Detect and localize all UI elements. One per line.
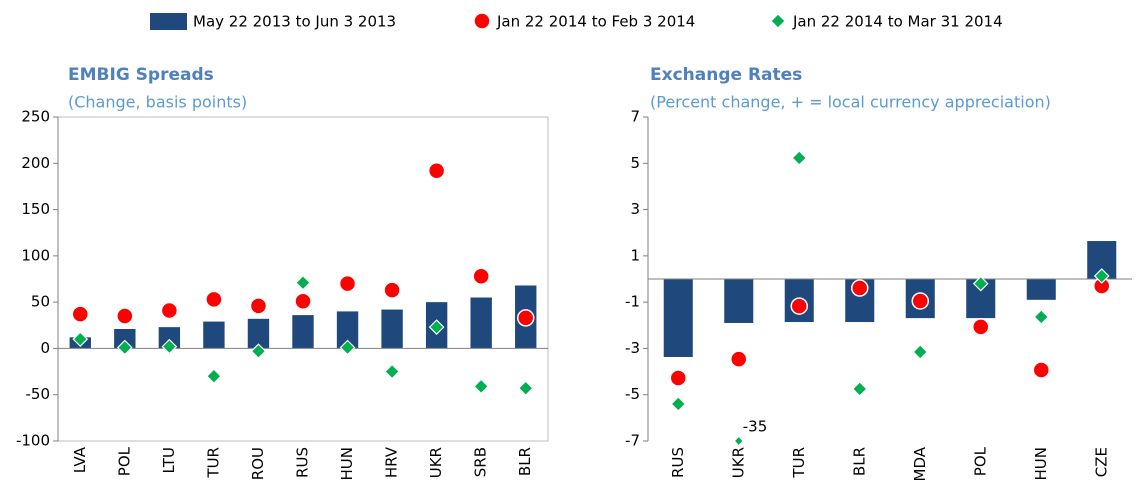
point [972, 318, 990, 336]
point [1032, 361, 1050, 379]
x-tick-label: CZE [1092, 447, 1110, 477]
point [911, 292, 929, 310]
bar [470, 297, 492, 349]
bar [114, 328, 136, 349]
bar [1026, 279, 1056, 300]
point [384, 363, 400, 380]
point [160, 301, 179, 320]
point [206, 368, 222, 385]
x-tick-label: HUN [338, 447, 356, 480]
point [250, 343, 267, 360]
x-tick-label: LTU [160, 447, 178, 473]
chart-subtitle: (Change, basis points) [68, 93, 247, 112]
point [1033, 309, 1050, 325]
y-tick-label: 200 [21, 154, 50, 172]
point [790, 297, 808, 315]
x-tick-label: RUS [669, 447, 687, 478]
point [428, 319, 445, 335]
point [1093, 268, 1110, 284]
y-tick-label: -3 [625, 339, 640, 357]
x-tick-label: HUN [1032, 447, 1050, 480]
point [517, 380, 534, 397]
point [249, 297, 268, 315]
point [912, 344, 929, 360]
y-tick-label: 1 [630, 246, 640, 264]
point [427, 161, 446, 180]
y-tick-label: -7 [625, 432, 640, 450]
point [294, 292, 312, 310]
point [670, 396, 687, 412]
legend-swatch [150, 13, 187, 30]
x-tick-label: POL [115, 446, 133, 476]
bar [158, 327, 181, 349]
y-tick-label: 7 [630, 108, 640, 126]
x-tick-label: ROU [249, 447, 267, 480]
point [339, 339, 356, 356]
legend-label: Jan 22 2014 to Feb 3 2014 [496, 13, 695, 31]
point [472, 267, 490, 285]
data-label: -35 [743, 418, 768, 436]
bar [292, 315, 314, 349]
point [295, 274, 311, 291]
chart-subtitle: (Percent change, + = local currency appr… [650, 93, 1051, 112]
x-tick-label: UKR [427, 447, 445, 478]
legend-swatch [770, 13, 786, 29]
y-tick-label: -100 [16, 432, 50, 450]
x-tick-label: HRV [383, 446, 401, 478]
chart-title: Exchange Rates [650, 65, 802, 85]
point [116, 339, 133, 356]
x-tick-label: TUR [204, 447, 222, 479]
y-tick-label: 250 [21, 108, 50, 126]
x-tick-label: MDA [911, 446, 929, 481]
x-tick-label: RUS [294, 447, 312, 478]
point [338, 274, 357, 293]
point [116, 307, 134, 325]
bar [381, 309, 403, 349]
chart-title: EMBIG Spreads [68, 65, 214, 85]
point [71, 305, 90, 323]
x-tick-label: TUR [790, 447, 808, 479]
point [383, 281, 401, 299]
point [730, 350, 748, 368]
point [851, 381, 868, 397]
point [205, 290, 223, 309]
point [851, 279, 869, 297]
legend-label: Jan 22 2014 to Mar 31 2014 [792, 13, 1003, 31]
legend-swatch [473, 12, 491, 30]
point [669, 369, 687, 387]
point [791, 150, 808, 166]
y-tick-label: 50 [31, 293, 50, 311]
y-tick-label: 5 [630, 154, 640, 172]
y-tick-label: 0 [40, 339, 50, 357]
bar [203, 321, 225, 349]
y-tick-label: -50 [26, 385, 51, 403]
bar [247, 318, 270, 349]
point [972, 275, 989, 292]
y-tick-label: -5 [625, 385, 640, 403]
bar [663, 279, 693, 357]
bar [724, 279, 754, 323]
y-tick-label: 150 [21, 200, 50, 218]
point [516, 309, 535, 327]
x-tick-label: BLR [850, 447, 868, 476]
point [72, 331, 89, 348]
point [734, 436, 744, 446]
legend-label: May 22 2013 to Jun 3 2013 [193, 13, 396, 31]
y-tick-label: -1 [625, 293, 640, 311]
y-tick-label: 3 [630, 200, 640, 218]
y-tick-label: 100 [21, 246, 50, 264]
point [473, 378, 490, 395]
x-tick-label: LVA [71, 446, 89, 473]
point [161, 338, 178, 355]
x-tick-label: UKR [729, 447, 747, 478]
bar [336, 311, 359, 349]
x-tick-label: SRB [472, 447, 490, 477]
x-tick-label: BLR [516, 447, 534, 476]
x-tick-label: POL [971, 446, 989, 476]
